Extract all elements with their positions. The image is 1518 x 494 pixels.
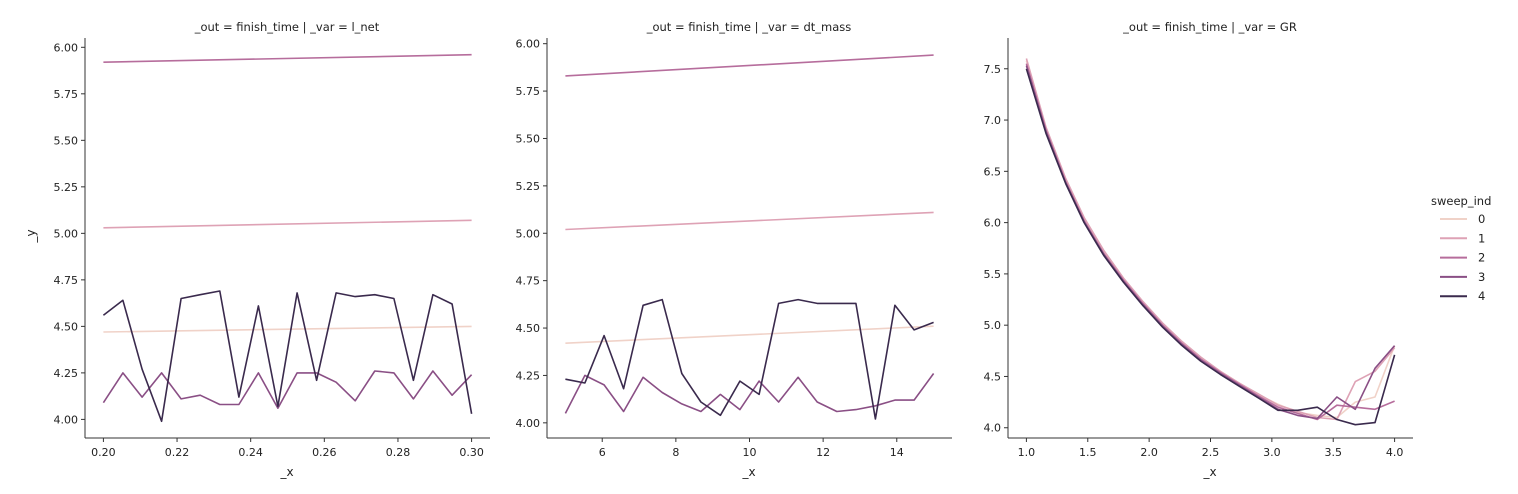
x-tick-label: 10 bbox=[743, 446, 757, 459]
legend-label: 3 bbox=[1478, 270, 1485, 284]
legend-entries: 0 1 2 3 4 bbox=[1440, 212, 1485, 303]
x-tick-label: 6 bbox=[599, 446, 606, 459]
x-axis-label: _x bbox=[1202, 465, 1216, 479]
y-tick-label: 4.25 bbox=[54, 367, 79, 380]
plot-area: 6 8 10 12 14 4.00 4.25 4.50 4.75 5.00 5.25 5.50 5.75… bbox=[516, 38, 952, 459]
legend-label: 4 bbox=[1478, 289, 1485, 303]
y-tick-label: 7.5 bbox=[984, 63, 1002, 76]
legend-label: 0 bbox=[1478, 212, 1485, 226]
x-tick-label: 0.26 bbox=[312, 446, 337, 459]
series-line-0 bbox=[103, 325, 472, 333]
x-tick-label: 4.0 bbox=[1386, 446, 1404, 459]
chart-panel-gr: _out = finish_time | _var = GR _x 1.0 1.5… bbox=[984, 20, 1413, 479]
y-tick-label: 5.75 bbox=[516, 85, 541, 98]
y-tick-label: 4.0 bbox=[984, 422, 1002, 435]
y-tick-label: 4.25 bbox=[516, 369, 541, 382]
legend-label: 2 bbox=[1478, 251, 1485, 265]
panel-title: _out = finish_time | _var = l_net bbox=[194, 20, 380, 34]
x-axis-label: _x bbox=[279, 465, 293, 479]
chart-panel-dt-mass: _out = finish_time | _var = dt_mass _x 6… bbox=[516, 20, 952, 479]
panel-title: _out = finish_time | _var = dt_mass bbox=[646, 20, 852, 34]
y-tick-label: 5.75 bbox=[54, 88, 79, 101]
panel-title: _out = finish_time | _var = GR bbox=[1122, 20, 1297, 34]
y-tick-label: 4.75 bbox=[516, 275, 541, 288]
y-tick-label: 5.00 bbox=[516, 227, 541, 240]
y-tick-label: 5.00 bbox=[54, 227, 79, 240]
x-tick-label: 0.30 bbox=[459, 446, 484, 459]
series-line-3 bbox=[102, 370, 473, 410]
chart-panel-l-net: _out = finish_time | _var = l_net _x _y … bbox=[24, 20, 490, 479]
y-tick-label: 5.25 bbox=[516, 180, 541, 193]
y-tick-label: 6.0 bbox=[984, 217, 1002, 230]
y-axis-label: _y bbox=[24, 229, 38, 243]
x-tick-label: 3.0 bbox=[1263, 446, 1281, 459]
y-tick-label: 5.50 bbox=[54, 134, 79, 147]
series-line-1 bbox=[565, 211, 934, 231]
y-tick-label: 4.5 bbox=[984, 370, 1002, 383]
series-line-1 bbox=[1025, 58, 1396, 421]
series-line-1 bbox=[103, 219, 472, 229]
y-tick-label: 4.50 bbox=[516, 322, 541, 335]
x-tick-label: 2.0 bbox=[1140, 446, 1158, 459]
y-tick-label: 4.75 bbox=[54, 274, 79, 287]
y-tick-label: 6.5 bbox=[984, 165, 1002, 178]
legend-label: 1 bbox=[1478, 231, 1485, 245]
y-tick-label: 4.00 bbox=[54, 413, 79, 426]
series-line-3 bbox=[564, 373, 935, 414]
y-tick-label: 5.25 bbox=[54, 181, 79, 194]
x-tick-label: 12 bbox=[816, 446, 830, 459]
series-line-2 bbox=[565, 54, 934, 77]
plot-area: 1.0 1.5 2.0 2.5 3.0 3.5 4.0 4.0 4.5 5.0 5.5 6.0 6.5 7… bbox=[984, 38, 1413, 459]
y-tick-label: 4.00 bbox=[516, 417, 541, 430]
legend: sweep_ind 0 1 2 3 4 bbox=[1431, 194, 1491, 303]
series-line-4 bbox=[102, 290, 473, 423]
x-tick-label: 1.0 bbox=[1018, 446, 1036, 459]
x-tick-label: 0.20 bbox=[91, 446, 116, 459]
y-tick-label: 5.0 bbox=[984, 319, 1002, 332]
y-tick-label: 6.00 bbox=[54, 41, 79, 54]
series-line-4 bbox=[565, 298, 934, 420]
x-tick-label: 2.5 bbox=[1202, 446, 1220, 459]
x-tick-label: 0.22 bbox=[165, 446, 190, 459]
x-tick-label: 14 bbox=[890, 446, 904, 459]
x-tick-label: 3.5 bbox=[1324, 446, 1342, 459]
series-line-4 bbox=[1025, 68, 1396, 426]
y-tick-label: 5.5 bbox=[984, 268, 1002, 281]
x-tick-label: 8 bbox=[672, 446, 679, 459]
x-tick-label: 0.24 bbox=[238, 446, 263, 459]
x-tick-label: 0.28 bbox=[386, 446, 411, 459]
y-tick-label: 7.0 bbox=[984, 114, 1002, 127]
legend-title: sweep_ind bbox=[1431, 194, 1491, 208]
y-tick-label: 5.50 bbox=[516, 132, 541, 145]
x-tick-label: 1.5 bbox=[1079, 446, 1097, 459]
x-axis-label: _x bbox=[741, 465, 755, 479]
series-line-2 bbox=[103, 53, 472, 63]
y-tick-label: 4.50 bbox=[54, 320, 79, 333]
plot-area: 0.20 0.22 0.24 0.26 0.28 0.30 4.00 4.25 4.50 4.75… bbox=[54, 38, 490, 459]
y-tick-label: 6.00 bbox=[516, 38, 541, 51]
series-line-0 bbox=[565, 325, 934, 344]
